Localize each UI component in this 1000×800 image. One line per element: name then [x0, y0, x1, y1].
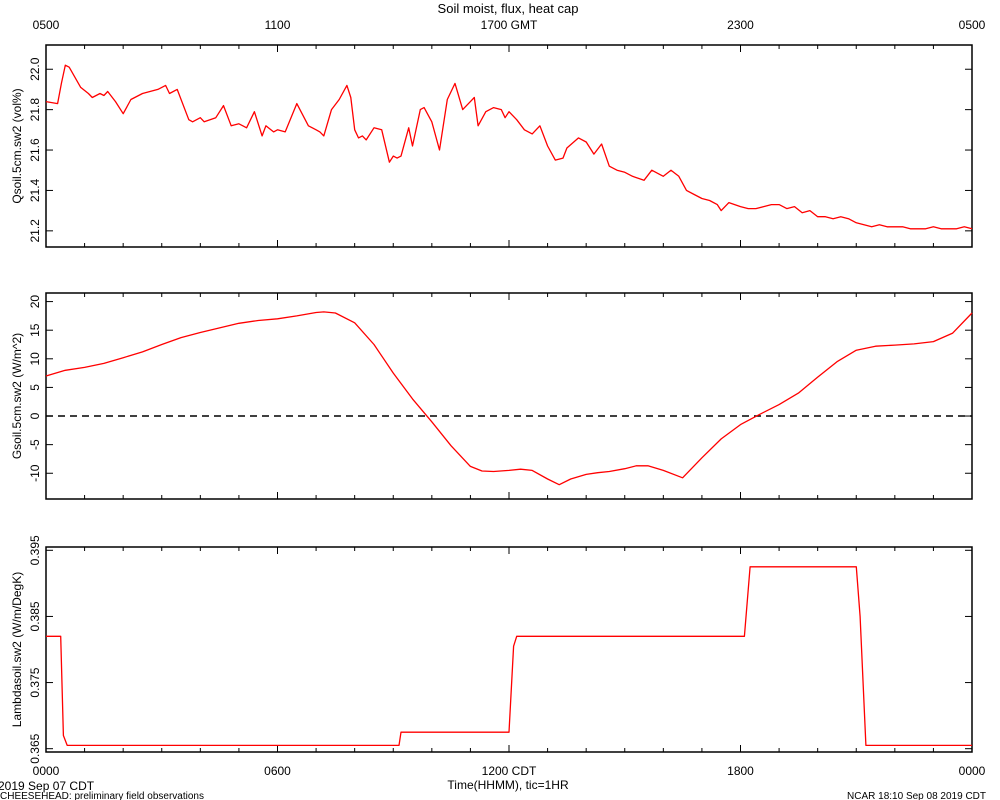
x-axis-label: Time(HHMM), tic=1HR	[447, 778, 569, 792]
y-tick-label: -5	[28, 439, 42, 450]
y-tick-label: 0.365	[28, 733, 42, 763]
y-tick-label: 0.375	[28, 667, 42, 697]
y-tick-label: 21.4	[28, 178, 42, 202]
top-tick-label: 1100	[265, 18, 291, 32]
chart-title: Soil moist, flux, heat cap	[438, 1, 579, 16]
bottom-tick-label: 0000	[959, 764, 986, 778]
plot-frame	[45, 292, 973, 500]
series-line	[45, 311, 973, 486]
y-tick-label: 22.0	[28, 57, 42, 81]
y-tick-label: 21.8	[28, 98, 42, 122]
y-tick-label: -10	[28, 464, 42, 482]
footer-project: CHEESEHEAD: preliminary field observatio…	[0, 791, 204, 800]
series-line	[45, 64, 973, 230]
y-tick-label: 10	[28, 352, 42, 366]
bottom-tick-label: 1800	[727, 764, 754, 778]
top-tick-label: 0500	[33, 18, 60, 32]
bottom-tick-label: 0600	[264, 764, 291, 778]
plot-frame	[45, 44, 973, 248]
panel-1: 21.2 21.4 21.6 21.8 22.0 Qsoil.5cm.sw2 (vol%)	[10, 44, 973, 248]
y-tick-label: 5	[28, 384, 42, 391]
bottom-tick-label: 0000	[33, 764, 60, 778]
top-tick-label: 0500	[959, 18, 986, 32]
footer-stamp: NCAR 18:10 Sep 08 2019 CDT	[847, 791, 986, 800]
y-tick-label: 21.6	[28, 138, 42, 162]
bottom-tick-label: 1200 CDT	[482, 764, 537, 778]
y-axis-label: Lambdasoil.sw2 (W/m/DegK)	[10, 572, 24, 727]
footer-date: 2019 Sep 07 CDT	[0, 779, 95, 793]
y-axis-label: Gsoil.5cm.sw2 (W/m^2)	[10, 333, 24, 459]
y-tick-label: 15	[28, 323, 42, 337]
series-line	[46, 566, 972, 747]
panel-2: -10 -5 0 5 10 15 20 Gsoil.5cm.sw2 (W/m^2)	[10, 292, 973, 500]
y-tick-label: 20	[28, 295, 42, 309]
y-tick-label: 0.385	[28, 601, 42, 631]
top-tick-label: 1700 GMT	[481, 18, 538, 32]
y-tick-label: 21.2	[28, 219, 42, 243]
y-axis-label: Qsoil.5cm.sw2 (vol%)	[10, 88, 24, 203]
y-tick-label: 0.395	[28, 535, 42, 565]
panel-3: 0.365 0.375 0.385 0.395 Lambdasoil.sw2 (W/m/…	[10, 535, 973, 764]
y-tick-label: 0	[28, 412, 42, 419]
top-tick-label: 2300	[727, 18, 754, 32]
